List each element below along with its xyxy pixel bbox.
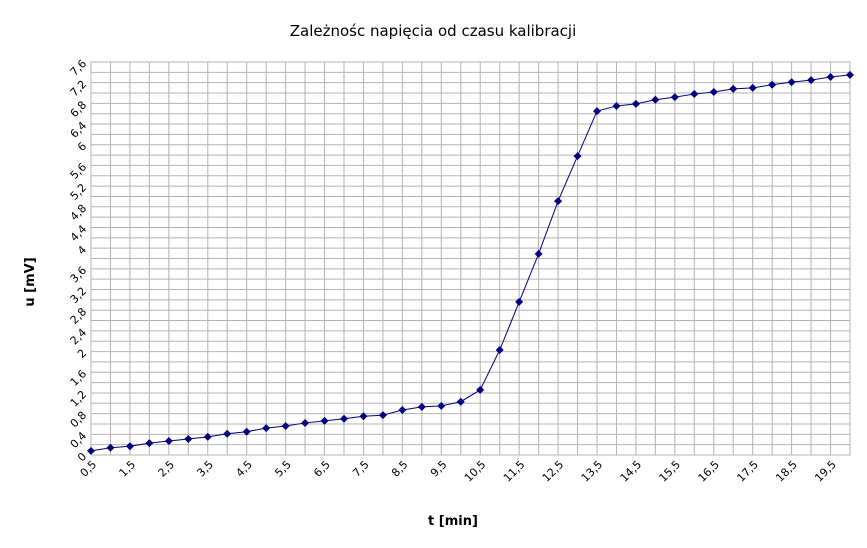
data-point xyxy=(515,297,524,306)
data-point xyxy=(437,401,446,410)
data-point xyxy=(670,93,679,102)
y-tick-label: 7,6 xyxy=(68,57,90,79)
y-tick-label: 5,6 xyxy=(68,160,90,182)
data-point xyxy=(554,197,563,206)
x-tick-label: 18,5 xyxy=(773,458,800,485)
x-tick-label: 4,5 xyxy=(233,458,255,480)
y-tick-label: 0,4 xyxy=(68,429,90,451)
x-tick-label: 12,5 xyxy=(540,458,567,485)
y-tick-label: 3,6 xyxy=(68,264,90,286)
data-point xyxy=(534,249,543,258)
data-line xyxy=(90,74,851,452)
data-point xyxy=(729,84,738,93)
x-tick-label: 2,5 xyxy=(156,458,178,480)
data-point xyxy=(281,422,290,431)
x-tick-label: 15,5 xyxy=(657,458,684,485)
data-point xyxy=(593,107,601,116)
data-point xyxy=(612,101,621,110)
x-tick-label: 11,5 xyxy=(501,458,528,485)
x-tick-label: 14,5 xyxy=(618,458,645,485)
data-point xyxy=(495,346,504,355)
data-point xyxy=(631,99,640,108)
data-point xyxy=(87,446,95,455)
data-point xyxy=(398,406,407,415)
data-point xyxy=(106,443,115,452)
data-point xyxy=(164,437,173,446)
data-point xyxy=(709,87,718,96)
x-tick-label: 16,5 xyxy=(695,458,722,485)
data-point xyxy=(223,429,232,438)
data-point xyxy=(203,432,212,441)
data-point xyxy=(476,385,485,394)
data-point xyxy=(262,424,271,433)
data-point xyxy=(184,434,193,443)
data-point xyxy=(301,418,310,427)
y-tick-label: 4,4 xyxy=(68,223,90,245)
y-tick-label: 2 xyxy=(75,347,89,361)
x-tick-label: 5,5 xyxy=(272,458,294,480)
y-tick-label: 3,2 xyxy=(68,285,90,307)
data-point xyxy=(787,78,796,87)
x-tick-label: 8,5 xyxy=(389,458,411,480)
y-tick-label: 6,8 xyxy=(68,98,90,120)
data-point xyxy=(748,83,757,92)
y-tick-label: 2,4 xyxy=(68,326,90,348)
y-tick-label: 2,8 xyxy=(68,305,90,327)
data-point xyxy=(573,152,582,161)
chart-title: Zależnośc napięcia od czasu kalibracji xyxy=(290,22,577,40)
y-tick-label: 4 xyxy=(75,243,89,257)
data-point xyxy=(651,95,660,104)
data-point xyxy=(320,416,329,425)
x-tick-label: 1,5 xyxy=(117,458,139,480)
x-tick-label: 9,5 xyxy=(428,458,450,480)
data-point xyxy=(826,72,835,81)
data-point xyxy=(125,442,134,451)
y-tick-label: 7,2 xyxy=(68,78,90,100)
x-tick-label: 13,5 xyxy=(579,458,606,485)
data-point xyxy=(378,411,387,420)
data-point xyxy=(846,70,854,79)
x-tick-label: 17,5 xyxy=(734,458,761,485)
data-point xyxy=(768,80,777,89)
data-point xyxy=(340,414,348,423)
y-axis-title: u [mV] xyxy=(23,257,38,306)
data-point xyxy=(807,76,816,85)
data-point xyxy=(145,439,154,448)
x-axis-title: t [min] xyxy=(428,514,478,529)
data-point xyxy=(417,402,426,411)
y-tick-label: 6,4 xyxy=(68,119,90,141)
y-tick-label: 0,8 xyxy=(68,409,90,431)
y-tick-label: 4,8 xyxy=(68,202,90,224)
data-point xyxy=(690,90,699,99)
data-point xyxy=(359,412,368,421)
x-tick-label: 7,5 xyxy=(350,458,372,480)
y-tick-label: 6 xyxy=(75,140,89,154)
y-tick-label: 5,2 xyxy=(68,181,90,203)
plot-border xyxy=(90,61,851,456)
x-tick-label: 3,5 xyxy=(194,458,216,480)
y-tick-label: 1,2 xyxy=(68,388,90,410)
data-point xyxy=(456,397,465,406)
data-point xyxy=(242,427,251,436)
x-tick-label: 6,5 xyxy=(311,458,333,480)
y-tick-label: 1,6 xyxy=(68,367,90,389)
x-tick-label: 19,5 xyxy=(812,458,839,485)
x-tick-label: 10,5 xyxy=(462,458,489,485)
